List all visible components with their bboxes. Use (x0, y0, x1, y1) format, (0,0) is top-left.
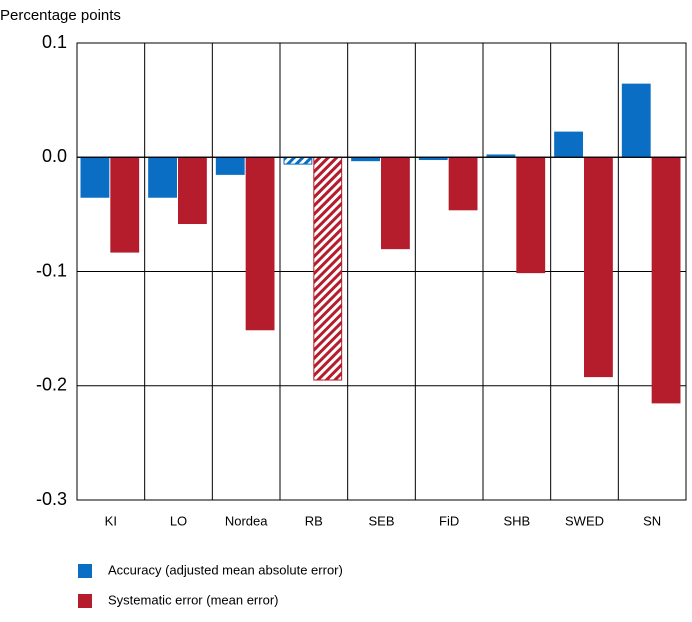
x-tick-label: SN (643, 513, 661, 528)
y-tick-label: -0.2 (36, 375, 67, 395)
y-tick-label: 0.1 (42, 32, 67, 52)
bar (516, 156, 546, 274)
y-tick-label: -0.3 (36, 489, 67, 509)
x-tick-label: RB (305, 513, 323, 528)
legend-swatch (78, 564, 92, 578)
y-tick-label: -0.1 (36, 260, 67, 280)
bar (381, 156, 410, 250)
legend-swatch (78, 594, 92, 608)
x-tick-label: KI (105, 513, 117, 528)
bar (110, 156, 140, 253)
bar (448, 156, 478, 211)
x-tick-label: FiD (439, 513, 459, 528)
x-tick-label: SWED (565, 513, 604, 528)
bar (554, 131, 584, 158)
bar (245, 156, 275, 331)
legend-label: Accuracy (adjusted mean absolute error) (108, 562, 343, 577)
bar (215, 156, 245, 175)
bar (148, 156, 178, 198)
legend-label: Systematic error (mean error) (108, 592, 278, 607)
bar (651, 156, 681, 404)
bar (80, 156, 110, 198)
x-tick-label: LO (170, 513, 187, 528)
y-tick-label: 0.0 (42, 146, 67, 166)
x-tick-label: SHB (503, 513, 530, 528)
bar (283, 156, 313, 165)
bar (621, 83, 651, 158)
bar (584, 156, 613, 378)
bar (313, 156, 343, 381)
x-tick-label: SEB (368, 513, 394, 528)
y-axis-label: Percentage points (0, 7, 121, 24)
x-tick-label: Nordea (225, 513, 268, 528)
bar (178, 156, 207, 225)
